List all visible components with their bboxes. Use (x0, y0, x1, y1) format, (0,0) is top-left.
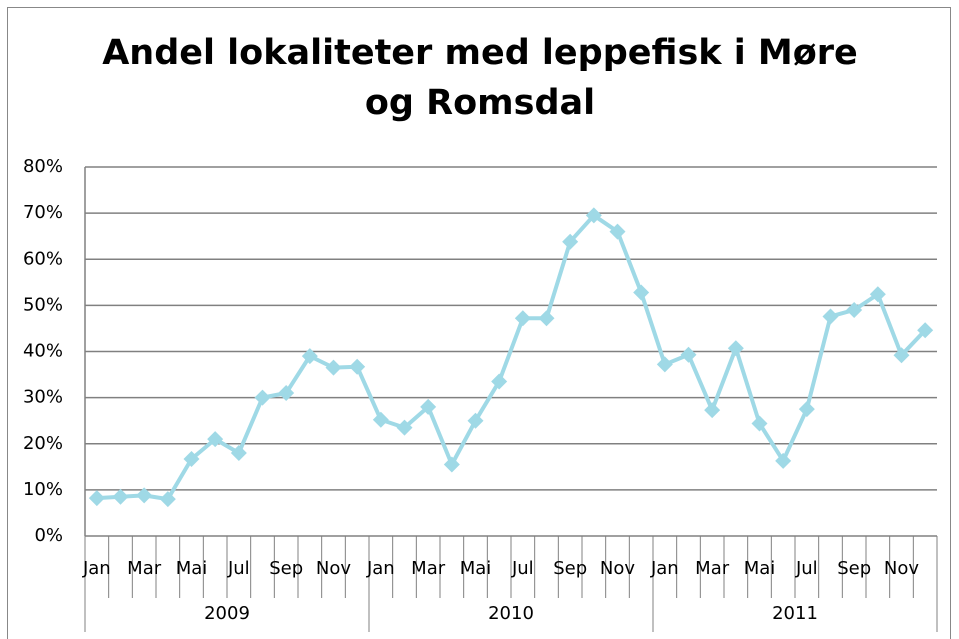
data-marker (112, 488, 129, 505)
data-marker (136, 487, 153, 504)
x-tick-label: Mar (695, 558, 730, 579)
data-marker (443, 456, 460, 473)
data-marker (751, 415, 768, 432)
x-tick-label: Nov (316, 558, 351, 579)
data-marker (278, 385, 295, 402)
x-tick-label: Nov (884, 558, 919, 579)
data-marker (325, 359, 342, 376)
data-marker (727, 340, 744, 357)
data-marker (420, 398, 437, 415)
y-tick-label: 40% (23, 341, 63, 362)
data-marker (798, 401, 815, 418)
data-marker (514, 310, 531, 327)
x-tick-label: Mar (411, 558, 446, 579)
x-tick-label: Sep (269, 558, 303, 579)
data-marker (230, 444, 247, 461)
x-tick-label: Sep (837, 558, 871, 579)
data-marker (207, 431, 224, 448)
x-tick-label: Nov (600, 558, 635, 579)
data-marker (609, 223, 626, 240)
data-line (96, 213, 927, 502)
data-marker (704, 402, 721, 419)
x-tick-label: Jul (511, 558, 534, 579)
data-marker (372, 411, 389, 428)
data-marker (633, 284, 650, 301)
data-marker (775, 452, 792, 469)
data-marker (846, 301, 863, 318)
data-marker (88, 490, 105, 507)
data-marker (538, 310, 555, 327)
x-tick-label: Jan (82, 558, 111, 579)
y-tick-label: 70% (23, 202, 63, 223)
x-tick-label: Mai (176, 558, 208, 579)
data-marker (917, 322, 934, 339)
x-tick-label: Mar (127, 558, 162, 579)
y-tick-label: 50% (23, 294, 63, 315)
data-marker (159, 491, 176, 508)
year-label: 2010 (488, 603, 534, 624)
year-label: 2009 (204, 603, 250, 624)
y-tick-label: 20% (23, 433, 63, 454)
data-marker (396, 419, 413, 436)
y-tick-label: 30% (23, 387, 63, 408)
x-tick-label: Jan (366, 558, 395, 579)
data-marker (562, 233, 579, 250)
data-marker (183, 450, 200, 467)
x-tick-label: Jan (650, 558, 679, 579)
year-label: 2011 (772, 603, 818, 624)
data-marker (349, 358, 366, 375)
x-tick-label: Sep (553, 558, 587, 579)
data-marker (893, 347, 910, 364)
y-tick-label: 60% (23, 248, 63, 269)
y-tick-label: 80% (23, 156, 63, 177)
chart-title: Andel lokaliteter med leppefisk i Møre o… (102, 33, 858, 123)
data-marker (467, 412, 484, 429)
data-marker (301, 348, 318, 365)
y-tick-label: 0% (34, 525, 63, 546)
x-tick-label: Jul (795, 558, 818, 579)
x-tick-label: Mai (744, 558, 776, 579)
x-tick-label: Mai (460, 558, 492, 579)
x-tick-label: Jul (227, 558, 250, 579)
data-marker (656, 356, 673, 373)
data-marker (822, 308, 839, 325)
y-tick-label: 10% (23, 479, 63, 500)
data-marker (491, 373, 508, 390)
data-marker (254, 389, 271, 406)
chart-border (7, 7, 951, 639)
data-marker (869, 286, 886, 303)
data-marker (680, 346, 697, 363)
data-marker (585, 207, 602, 224)
